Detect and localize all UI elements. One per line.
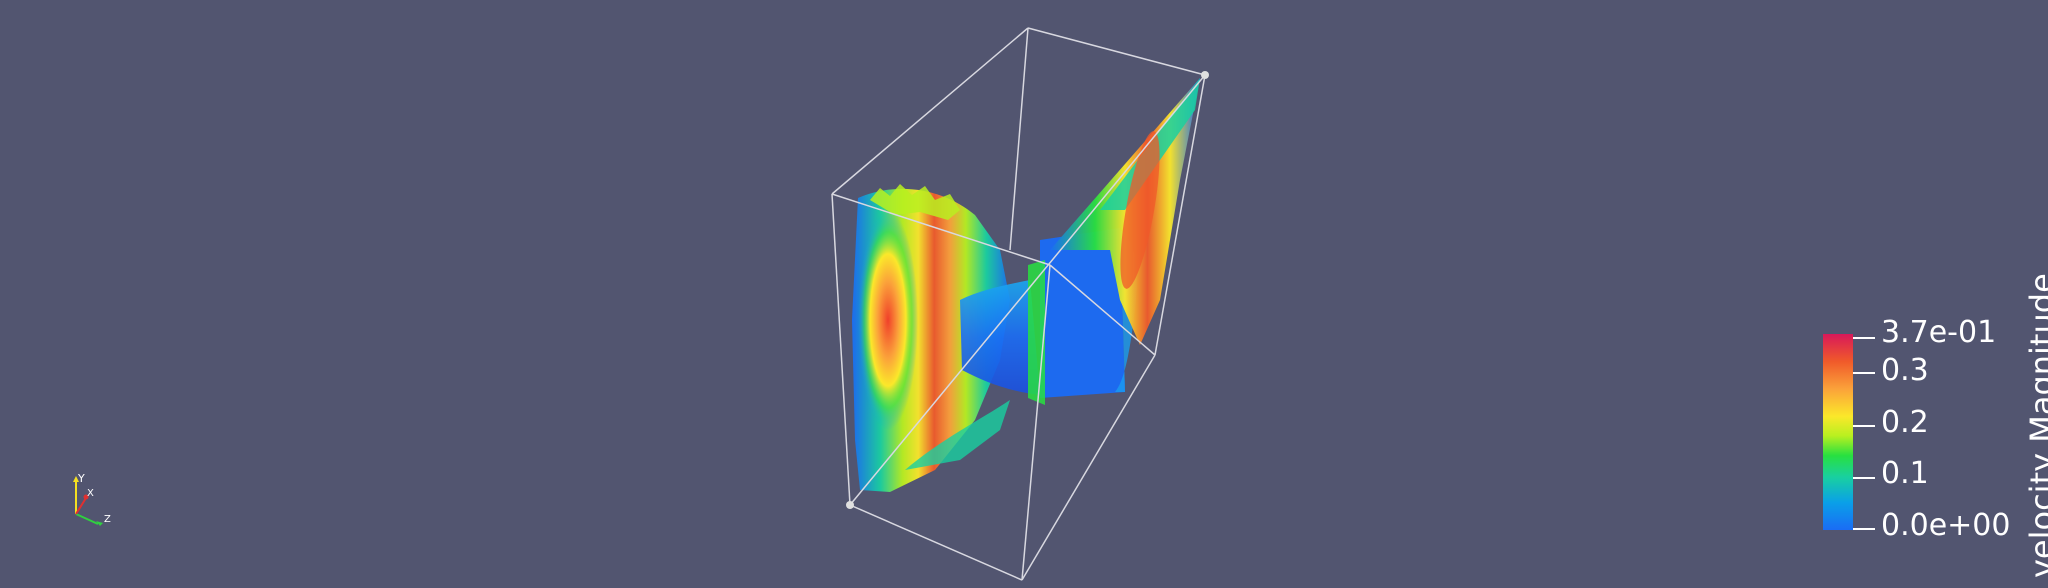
- colorbar-tick-label: 0.3: [1881, 353, 1929, 388]
- colorbar-tick-line: [1853, 425, 1875, 427]
- z-axis-label: Z: [104, 514, 111, 525]
- colorbar: [1823, 334, 1853, 530]
- z-axis-arrow: [75, 513, 99, 525]
- line-source-handle-start[interactable]: [846, 501, 854, 509]
- line-source-handle-end[interactable]: [1201, 71, 1209, 79]
- x-axis-arrow: [75, 497, 87, 515]
- colorbar-tick-max: 3.7e-01: [1881, 315, 1997, 350]
- x-axis-label: X: [87, 488, 94, 499]
- left-streamline-sheet: [852, 184, 1010, 492]
- colorbar-tick-label: 0.2: [1881, 405, 1929, 440]
- y-axis-label: Y: [77, 472, 85, 485]
- colorbar-tick-line: [1853, 372, 1875, 374]
- colorbar-tick-min: 0.0e+00: [1881, 508, 2011, 543]
- orientation-axes-widget[interactable]: Y X Z: [62, 470, 122, 536]
- colorbar-tick-line: [1853, 337, 1875, 339]
- colorbar-title: velocity Magnitude: [2023, 273, 2048, 578]
- colorbar-tick-line: [1853, 528, 1875, 530]
- bounding-box-outline: [831, 27, 1206, 581]
- colorbar-tick-label: 0.1: [1881, 456, 1929, 491]
- colorbar-tick-line: [1853, 477, 1875, 479]
